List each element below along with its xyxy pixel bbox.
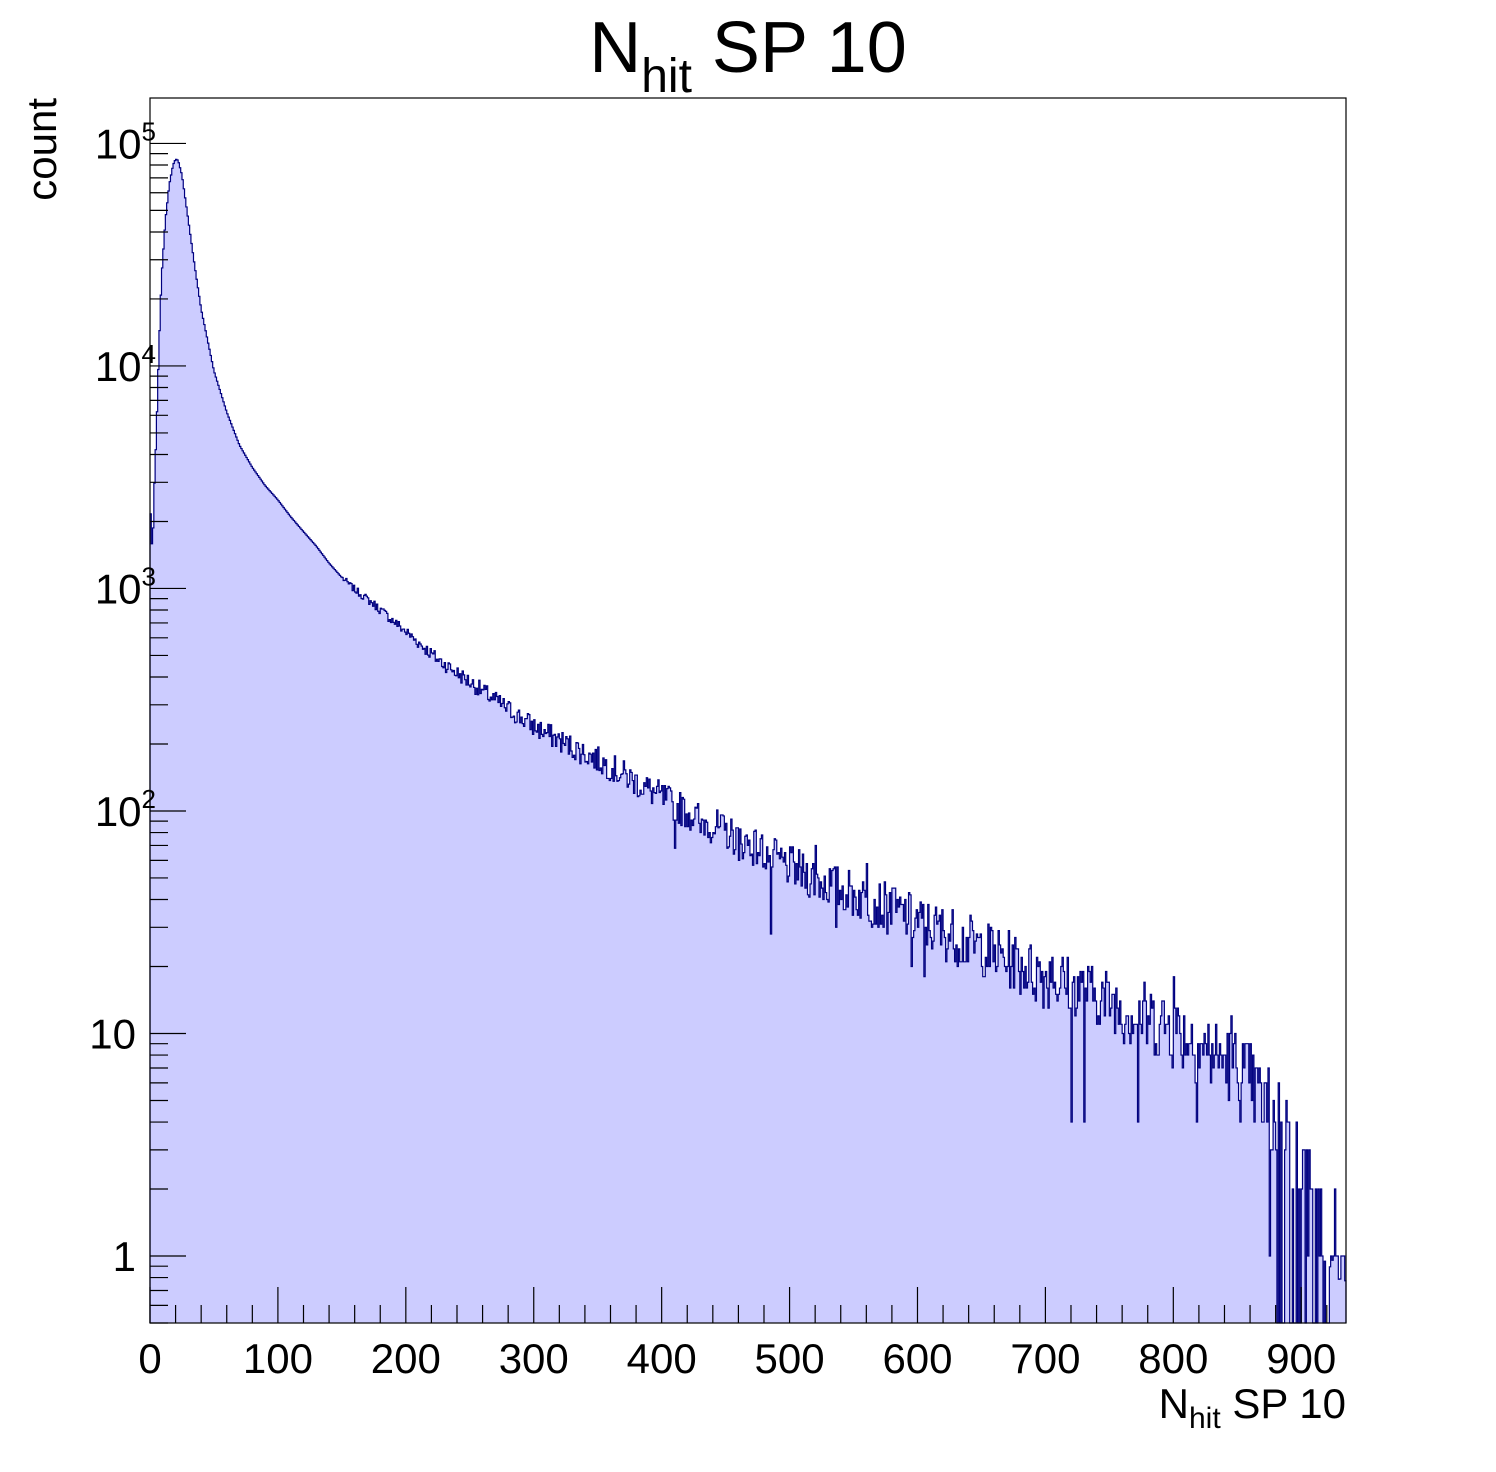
x-tick-label: 100 [243, 1335, 313, 1382]
y-tick-label: 105 [95, 116, 156, 167]
x-tick-label: 200 [371, 1335, 441, 1382]
y-tick-label-base: 10 [95, 565, 142, 612]
y-tick-label: 103 [95, 561, 156, 612]
x-tick-label: 700 [1010, 1335, 1080, 1382]
x-axis-title-sub: hit [1189, 1402, 1221, 1435]
x-axis-title-main: N [1159, 1380, 1189, 1427]
y-tick-label-base: 10 [95, 120, 142, 167]
y-tick-label-base: 10 [95, 788, 142, 835]
y-tick-label: 102 [95, 784, 156, 835]
chart-title-rest: SP 10 [692, 8, 907, 88]
y-tick-label-exponent: 4 [142, 339, 156, 369]
y-tick-label-base: 10 [95, 343, 142, 390]
x-axis-ticks [149, 1287, 1328, 1323]
x-tick-label: 800 [1138, 1335, 1208, 1382]
x-axis-title: Nhit SP 10 [1159, 1380, 1346, 1435]
y-tick-label-exponent: 2 [142, 784, 156, 814]
chart-title-main: N [589, 8, 641, 88]
histogram-fill [150, 159, 1346, 1323]
y-axis-title: count [18, 98, 65, 201]
y-tick-label: 1 [113, 1233, 136, 1280]
y-tick-label: 104 [95, 339, 156, 390]
histogram-outline [149, 158, 1347, 1324]
y-tick-label-base: 1 [113, 1233, 136, 1280]
chart-title: Nhit SP 10 [589, 8, 907, 103]
x-tick-label: 400 [627, 1335, 697, 1382]
x-axis-title-rest: SP 10 [1221, 1380, 1346, 1427]
x-tick-label: 900 [1266, 1335, 1336, 1382]
x-tick-label: 500 [755, 1335, 825, 1382]
x-tick-label: 0 [138, 1335, 161, 1382]
x-tick-label: 300 [499, 1335, 569, 1382]
x-axis-tick-labels: 0 100 200 300 400 500 600 700 800 900 [138, 1335, 1336, 1382]
x-tick-label: 600 [882, 1335, 952, 1382]
y-tick-label-base: 10 [89, 1010, 136, 1057]
y-tick-label-exponent: 5 [142, 116, 156, 146]
y-axis-ticks [150, 142, 186, 1324]
plot-frame [149, 97, 1347, 1324]
y-tick-label-exponent: 3 [142, 561, 156, 591]
y-tick-label: 10 [89, 1010, 136, 1057]
chart-title-sub: hit [641, 50, 692, 103]
